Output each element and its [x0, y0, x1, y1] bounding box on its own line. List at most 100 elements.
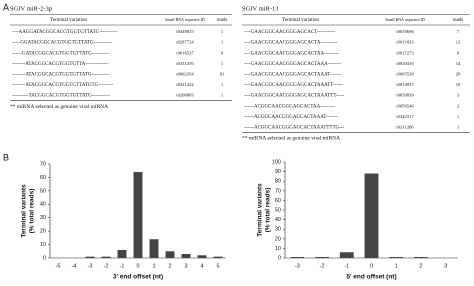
sequence: --------ATACGGCACGTGGTGTTATGTG---------: [12, 83, 113, 88]
sequence: -----GGATACGGCACGTGGTGTTATG-----------: [12, 41, 112, 46]
y-tick-label: 90: [275, 169, 281, 175]
x-tick-label: 0: [370, 263, 373, 269]
y-axis-label: (% total reads): [265, 188, 272, 233]
bar: [315, 257, 329, 258]
y-tick-label: 80: [275, 179, 281, 185]
footnote: ** miRNA selected as genuine viral miRNA: [242, 136, 340, 142]
sequence: ----AAGGATACGGCACGTGGTGTTATG-----------: [12, 30, 118, 35]
y-tick-label: 20: [275, 236, 281, 242]
bar: [101, 256, 111, 258]
reads: 12: [456, 40, 461, 45]
sequence: --------ATACGGCACGTGGTGTTATG-----------: [12, 73, 110, 78]
sequence-id: t0331476: [176, 61, 194, 66]
y-tick-label: 100: [272, 159, 281, 165]
sequence-id: t0002354: [176, 71, 194, 76]
y-tick-label: 40: [275, 217, 281, 223]
panel-label: A: [3, 2, 9, 12]
bar: [165, 251, 175, 258]
y-tick-label: 30: [275, 227, 281, 233]
bar: [197, 255, 207, 258]
y-tick-label: 60: [40, 175, 46, 181]
reads: 14: [456, 61, 461, 66]
y-tick-label: 50: [40, 188, 46, 194]
reads: 10: [456, 82, 461, 87]
reads: 1: [221, 40, 224, 45]
reads: 1: [457, 124, 460, 129]
y-tick-label: 70: [275, 188, 281, 194]
x-tick-label: 5: [216, 263, 219, 269]
y-axis-label: (% total reads): [29, 189, 36, 234]
reads: 1: [221, 93, 224, 98]
x-tick-label: 0: [136, 263, 139, 269]
reads: 1: [221, 82, 224, 87]
reads: 1: [221, 61, 224, 66]
bar: [339, 252, 354, 258]
bar: [414, 257, 428, 258]
x-tick-label: 3: [444, 263, 447, 269]
x-tick-label: -5: [56, 263, 61, 269]
bar: [364, 173, 379, 258]
reads: 29: [456, 71, 461, 76]
sequence: ------ACGGCAACGGGAGCACTAAATTTTG---: [244, 126, 344, 131]
sequence: ------GATACGGCACGTGGTGTTATG-----------: [12, 51, 110, 56]
column-header: reads: [217, 18, 228, 23]
x-axis-label: 3' end offset (nt): [113, 274, 163, 281]
sequence: ----GAACGGCAACGGGAGCACTAAATTT-----: [244, 94, 345, 99]
sequence-id: t0019696: [396, 29, 414, 34]
x-tick-label: -1: [344, 263, 349, 269]
bar: [149, 239, 159, 258]
y-axis-label: Terminal variants: [257, 183, 264, 237]
sequence-id: t0287724: [176, 40, 194, 45]
x-tick-label: -2: [320, 263, 325, 269]
sequence: ------ACGGCAACGGGAGCACTAA---------: [244, 104, 336, 109]
reads: 7: [457, 29, 460, 34]
y-axis-label: Terminal variants: [21, 184, 28, 238]
sequence-id: t0011833: [396, 40, 414, 45]
reads: 81: [220, 71, 225, 76]
x-tick-label: 1: [152, 263, 155, 269]
column-header: Terminal variation: [282, 18, 319, 23]
reads: 1: [457, 114, 460, 119]
column-header: Terminal variation: [50, 18, 87, 23]
sequence-id: t0342317: [396, 114, 414, 119]
x-tick-label: 2: [419, 263, 422, 269]
reads: 3: [457, 93, 460, 98]
bar: [133, 172, 143, 258]
sequence-id: t0016537: [176, 50, 194, 55]
y-tick-label: 40: [40, 202, 46, 208]
y-tick-label: 50: [275, 207, 281, 213]
sequence-id: t0005539: [396, 71, 414, 76]
sequence: --------ATACGGCACGTGGTGTTA--------------: [12, 62, 109, 67]
x-tick-label: 1: [395, 263, 398, 269]
column-header: Small RNA sequence ID: [165, 17, 205, 22]
sequence-id: t0206803: [176, 93, 194, 98]
column-header: Small RNA sequence ID: [385, 17, 425, 22]
column-header: reads: [453, 18, 464, 23]
bar: [117, 249, 127, 258]
panel-label: B: [3, 152, 9, 162]
y-tick-label: 10: [40, 242, 46, 248]
y-tick-label: 10: [275, 246, 281, 252]
sequence-id: t0321422: [176, 82, 194, 87]
reads: 9: [221, 50, 224, 55]
y-tick-label: 60: [275, 198, 281, 204]
sequence: ------ACGGCAACGGGAGCACTAAAT-------: [244, 115, 338, 120]
y-tick-label: 30: [40, 215, 46, 221]
reads: 1: [221, 29, 224, 34]
sequence: ----GAACGGCAACGGGAGCACTAA---------: [244, 51, 339, 56]
x-tick-label: -3: [88, 263, 93, 269]
x-tick-label: 2: [168, 263, 171, 269]
bar: [181, 253, 191, 258]
sequence: ----GAACGGCAACGGGAGCACTAAAT-------: [244, 73, 342, 78]
sequence: ----GAACGGCAACGGGAGCACTA----------: [244, 41, 338, 46]
x-axis-label: 5' end offset (nt): [346, 274, 396, 281]
sequence: ----------TACGGCACGTGGTGTTATG-----------: [12, 94, 110, 99]
bar: [290, 257, 305, 258]
y-tick-label: 0: [278, 255, 281, 261]
footnote: ** miRNA selected as genuine viral miRNA: [10, 104, 108, 110]
sequence-id: t0311266: [396, 124, 414, 129]
table-title: SGIV miR-13: [242, 5, 279, 12]
sequence-id: t0014937: [396, 82, 414, 87]
